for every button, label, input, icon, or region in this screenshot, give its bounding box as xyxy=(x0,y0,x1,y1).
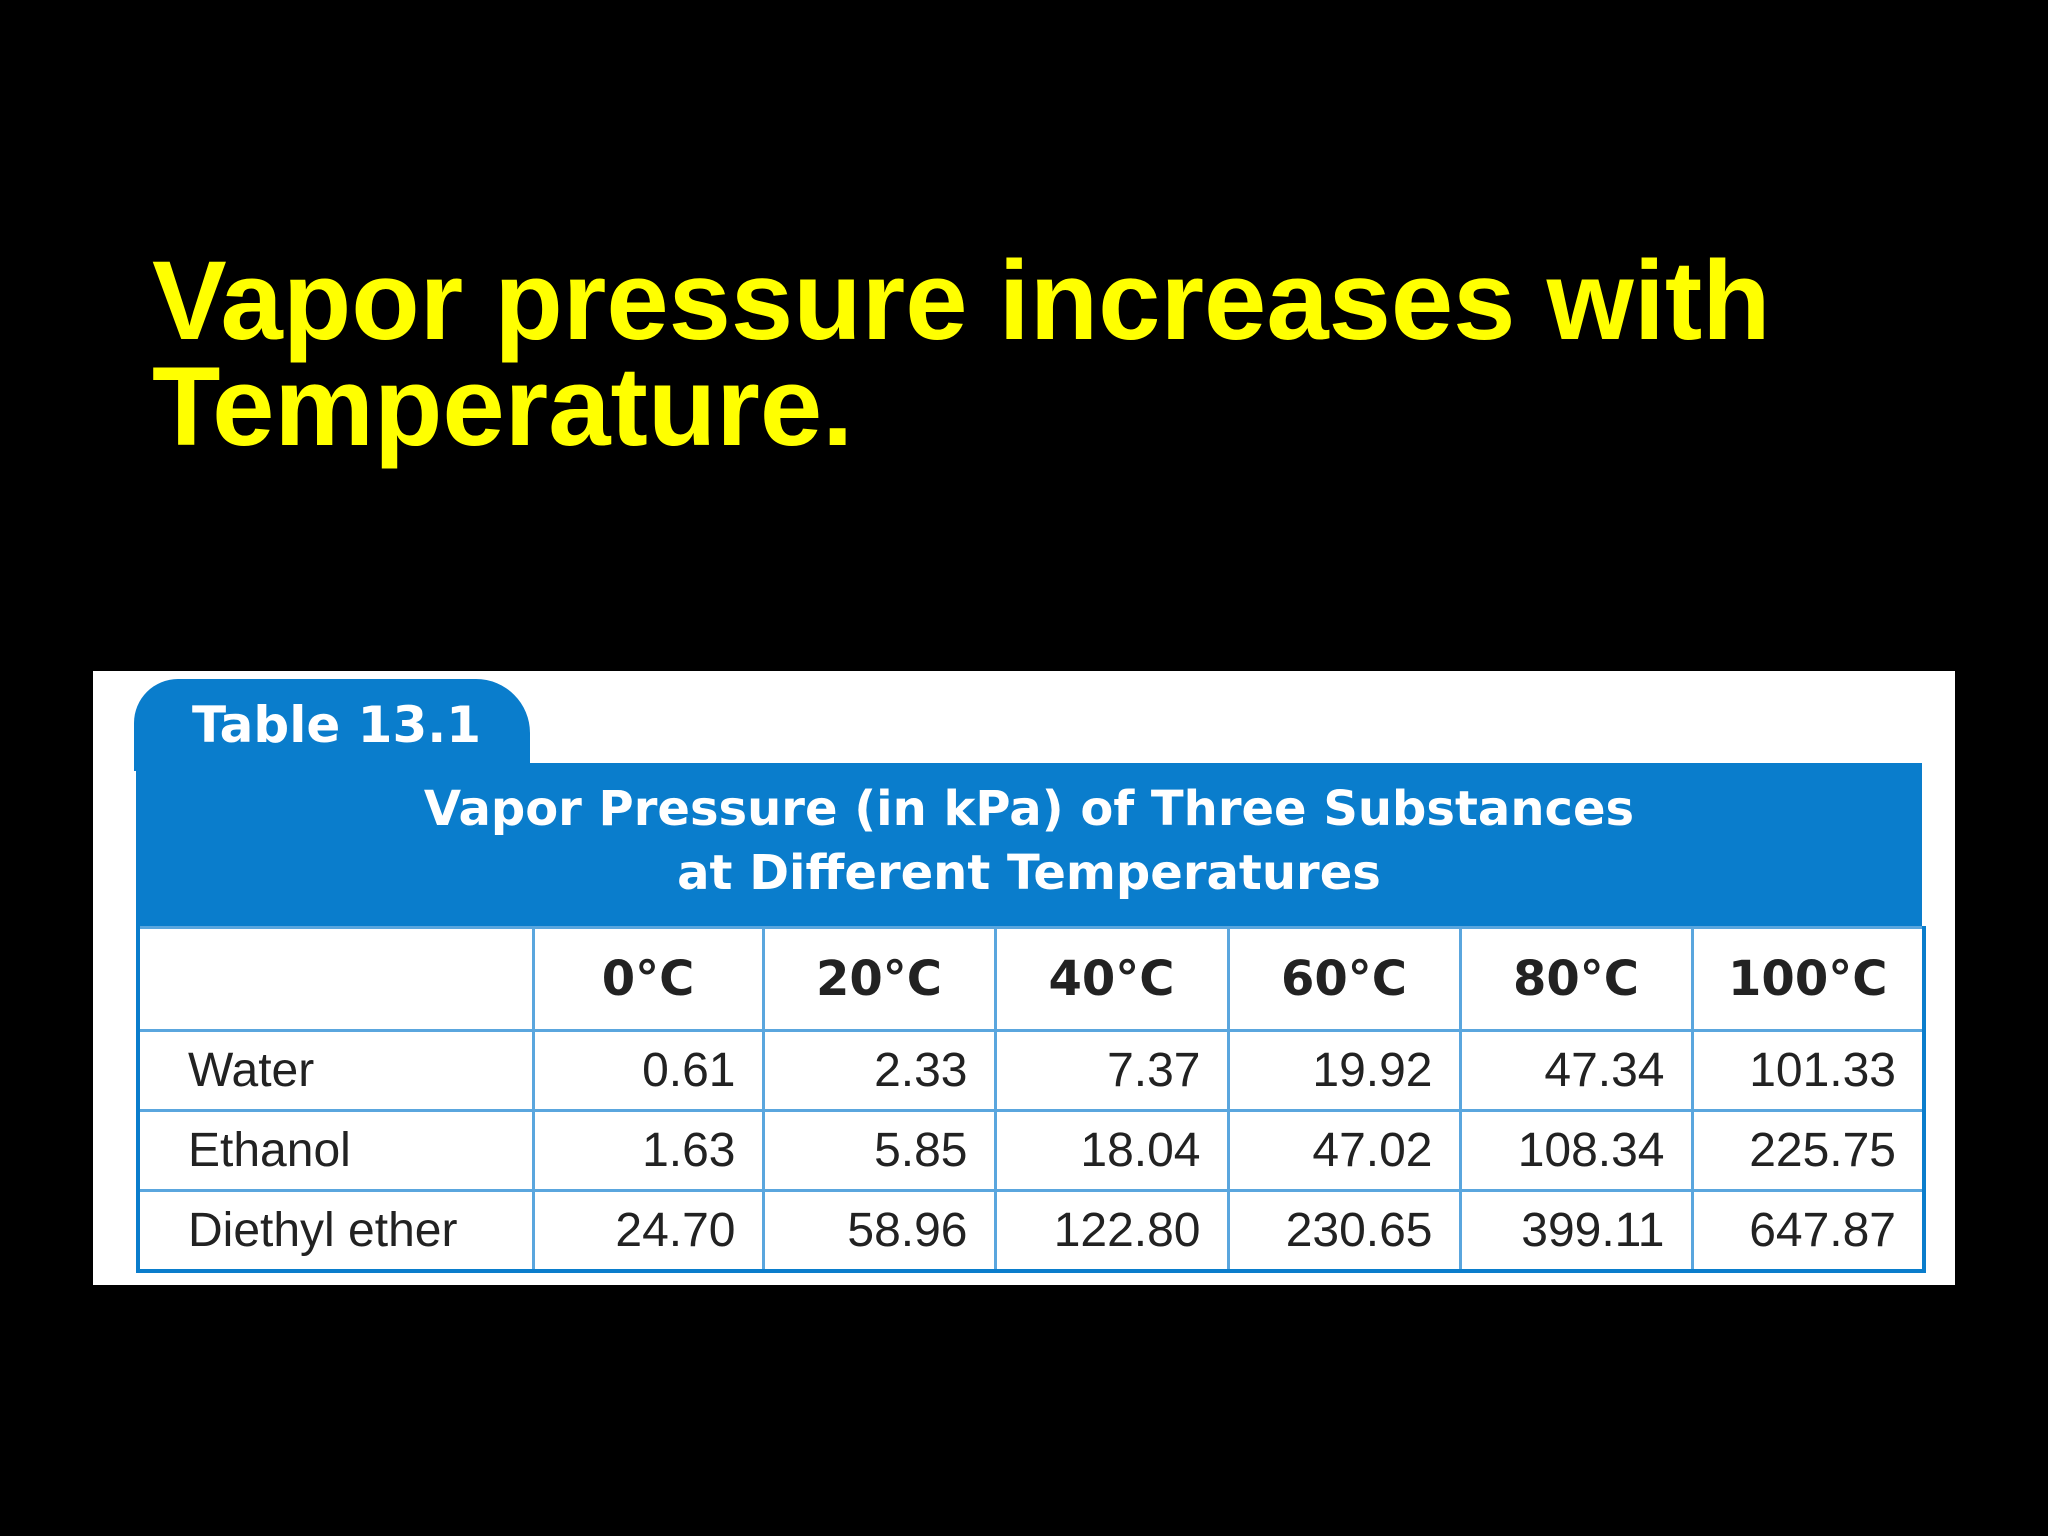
table-cell: 18.04 xyxy=(993,1109,1230,1192)
table-cell: 24.70 xyxy=(531,1189,765,1273)
table-number-tab: Table 13.1 xyxy=(134,679,530,771)
table-cell: 101.33 xyxy=(1690,1029,1926,1112)
column-header: 80°C xyxy=(1458,926,1694,1032)
table-caption-line-2: at Different Temperatures xyxy=(677,845,1381,901)
table-row: Diethyl ether 24.70 58.96 122.80 230.65 … xyxy=(136,1189,1926,1273)
table-number-label: Table 13.1 xyxy=(192,696,482,754)
column-header: 20°C xyxy=(761,926,997,1032)
column-header: 0°C xyxy=(531,926,765,1032)
row-label: Diethyl ether xyxy=(136,1189,535,1273)
slide-title-line-2: Temperature. xyxy=(152,344,854,469)
table-cell: 1.63 xyxy=(531,1109,765,1192)
column-header: 40°C xyxy=(993,926,1230,1032)
table-cell: 399.11 xyxy=(1458,1189,1694,1273)
column-header: 60°C xyxy=(1226,926,1462,1032)
table-caption-text: Vapor Pressure (in kPa) of Three Substan… xyxy=(136,777,1922,905)
table-cell: 0.61 xyxy=(531,1029,765,1112)
table-row: Water 0.61 2.33 7.37 19.92 47.34 101.33 xyxy=(136,1029,1926,1112)
table-cell: 2.33 xyxy=(761,1029,997,1112)
table-cell: 19.92 xyxy=(1226,1029,1462,1112)
table-header-row: 0°C 20°C 40°C 60°C 80°C 100°C xyxy=(136,926,1926,1032)
table-row: Ethanol 1.63 5.85 18.04 47.02 108.34 225… xyxy=(136,1109,1926,1192)
table-cell: 58.96 xyxy=(761,1189,997,1273)
table-cell: 230.65 xyxy=(1226,1189,1462,1273)
row-label: Water xyxy=(136,1029,535,1112)
table-cell: 647.87 xyxy=(1690,1189,1926,1273)
slide-title-line-1: Vapor pressure increases with xyxy=(152,238,1771,363)
table-cell: 7.37 xyxy=(993,1029,1230,1112)
column-header-blank xyxy=(136,926,535,1032)
table-panel: Table 13.1 Vapor Pressure (in kPa) of Th… xyxy=(93,671,1955,1285)
table-cell: 5.85 xyxy=(761,1109,997,1192)
table-cell: 47.34 xyxy=(1458,1029,1694,1112)
column-header: 100°C xyxy=(1690,926,1926,1032)
table-cell: 122.80 xyxy=(993,1189,1230,1273)
vapor-pressure-table: 0°C 20°C 40°C 60°C 80°C 100°C Water 0.61… xyxy=(136,926,1926,1273)
table-cell: 47.02 xyxy=(1226,1109,1462,1192)
table-caption: Vapor Pressure (in kPa) of Three Substan… xyxy=(136,763,1922,935)
table-cell: 225.75 xyxy=(1690,1109,1926,1192)
table-cell: 108.34 xyxy=(1458,1109,1694,1192)
table-caption-line-1: Vapor Pressure (in kPa) of Three Substan… xyxy=(423,781,1635,837)
slide-title: Vapor pressure increases with Temperatur… xyxy=(152,238,1952,469)
row-label: Ethanol xyxy=(136,1109,535,1192)
